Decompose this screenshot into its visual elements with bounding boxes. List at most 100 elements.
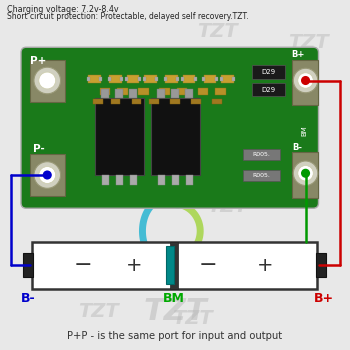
- Text: R005.: R005.: [253, 173, 271, 178]
- Bar: [252, 65, 285, 79]
- Text: Charging voltage: 7.2v-8.4v: Charging voltage: 7.2v-8.4v: [7, 5, 119, 14]
- Bar: [30, 154, 65, 196]
- Text: B+: B+: [291, 50, 304, 60]
- Bar: [117, 88, 128, 94]
- Text: −: −: [199, 255, 218, 275]
- Text: TZT: TZT: [127, 134, 167, 153]
- Circle shape: [301, 76, 310, 85]
- Bar: [94, 98, 144, 175]
- Text: P-: P-: [33, 144, 44, 154]
- Circle shape: [39, 72, 56, 89]
- Circle shape: [39, 167, 56, 183]
- Bar: [100, 88, 110, 94]
- Text: BM: BM: [163, 292, 185, 305]
- Bar: [120, 77, 123, 80]
- Circle shape: [34, 67, 61, 94]
- Bar: [183, 75, 195, 83]
- Bar: [170, 241, 177, 289]
- Bar: [215, 88, 226, 94]
- Text: D29: D29: [262, 69, 276, 75]
- Circle shape: [301, 169, 310, 178]
- Bar: [93, 99, 103, 104]
- Circle shape: [34, 162, 61, 188]
- Bar: [138, 88, 149, 94]
- Text: TZT: TZT: [172, 78, 213, 97]
- FancyBboxPatch shape: [21, 47, 319, 208]
- Text: TZT: TZT: [218, 141, 258, 160]
- Bar: [23, 253, 33, 277]
- Bar: [157, 89, 165, 98]
- Bar: [252, 83, 285, 96]
- Bar: [221, 75, 234, 83]
- Bar: [155, 77, 158, 80]
- Bar: [292, 60, 318, 105]
- Bar: [316, 253, 326, 277]
- Bar: [171, 89, 179, 98]
- Circle shape: [298, 73, 313, 88]
- Circle shape: [43, 170, 52, 180]
- Bar: [202, 77, 205, 80]
- Bar: [101, 89, 109, 98]
- Text: TZT: TZT: [288, 33, 328, 51]
- Bar: [292, 152, 318, 198]
- Text: TZT: TZT: [207, 197, 248, 216]
- Bar: [204, 75, 216, 83]
- Bar: [181, 77, 184, 80]
- Bar: [220, 77, 223, 80]
- Bar: [88, 75, 101, 83]
- Bar: [108, 77, 111, 80]
- Bar: [138, 77, 141, 80]
- Bar: [177, 88, 187, 94]
- Text: TZT: TZT: [197, 22, 237, 41]
- Bar: [143, 77, 146, 80]
- Text: −: −: [74, 255, 92, 275]
- Text: P+P - is the same port for input and output: P+P - is the same port for input and out…: [68, 331, 282, 341]
- Bar: [191, 99, 201, 104]
- Text: TZT: TZT: [197, 253, 237, 272]
- Bar: [172, 175, 178, 185]
- Bar: [115, 89, 123, 98]
- Bar: [125, 77, 128, 80]
- Bar: [132, 99, 141, 104]
- Circle shape: [298, 166, 313, 181]
- Text: B+: B+: [314, 292, 334, 305]
- Bar: [212, 99, 222, 104]
- Bar: [116, 175, 122, 185]
- Bar: [243, 149, 280, 160]
- Bar: [32, 241, 317, 289]
- Bar: [102, 175, 108, 185]
- Text: D29: D29: [262, 86, 276, 93]
- Text: TZT: TZT: [102, 246, 143, 265]
- Text: B-: B-: [21, 292, 35, 305]
- Text: +: +: [126, 256, 142, 275]
- Bar: [30, 60, 65, 102]
- Bar: [158, 175, 164, 185]
- Bar: [166, 246, 174, 284]
- Bar: [176, 77, 179, 80]
- Bar: [111, 99, 120, 104]
- Bar: [127, 75, 139, 83]
- Text: TZT: TZT: [78, 302, 118, 321]
- Text: +: +: [257, 256, 274, 275]
- Text: TZT: TZT: [267, 89, 307, 107]
- Bar: [130, 175, 136, 185]
- Text: P+: P+: [30, 56, 47, 66]
- Bar: [149, 99, 159, 104]
- Bar: [232, 77, 235, 80]
- Bar: [129, 89, 137, 98]
- Bar: [159, 88, 170, 94]
- Text: R005.: R005.: [253, 152, 271, 157]
- Circle shape: [293, 68, 318, 93]
- Bar: [215, 77, 218, 80]
- Bar: [109, 75, 122, 83]
- Text: TZT: TZT: [143, 297, 207, 326]
- Text: BM: BM: [301, 125, 308, 136]
- Bar: [170, 99, 180, 104]
- Bar: [87, 77, 90, 80]
- Bar: [185, 89, 193, 98]
- Bar: [99, 77, 102, 80]
- Text: TZT: TZT: [172, 309, 213, 328]
- Bar: [165, 75, 178, 83]
- Circle shape: [293, 161, 318, 186]
- Bar: [144, 75, 157, 83]
